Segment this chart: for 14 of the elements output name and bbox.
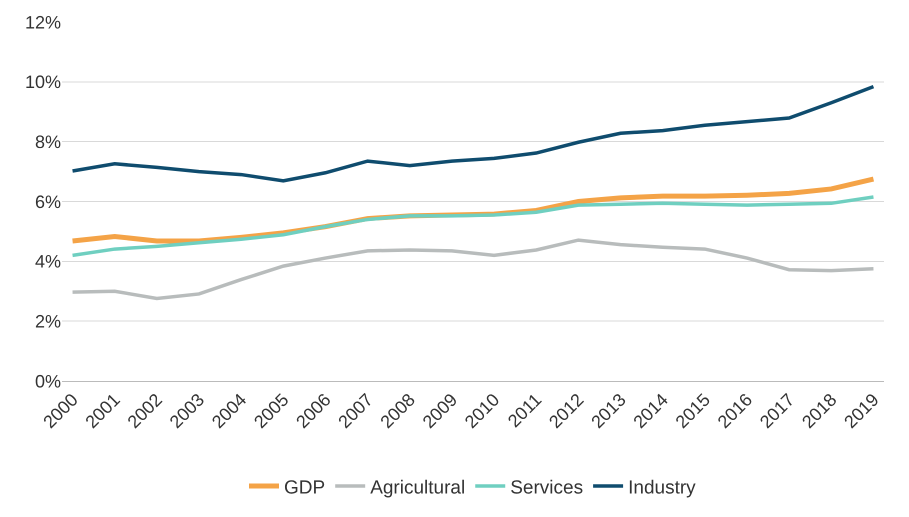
legend-label: GDP <box>284 477 326 498</box>
y-tick-label: 10% <box>24 72 61 92</box>
legend-label: Agricultural <box>370 477 466 498</box>
line-series <box>70 195 876 258</box>
y-tick-label: 2% <box>34 311 61 332</box>
legend-label: Industry <box>628 477 696 498</box>
line-series <box>70 84 876 183</box>
line-series <box>70 238 876 300</box>
y-tick-label: 6% <box>34 192 61 212</box>
y-tick-label: 4% <box>34 252 61 272</box>
y-tick-label: 0% <box>34 371 61 392</box>
y-tick-label: 8% <box>34 132 61 152</box>
legend-label: Services <box>510 477 584 498</box>
y-tick-label: 12% <box>24 12 61 32</box>
